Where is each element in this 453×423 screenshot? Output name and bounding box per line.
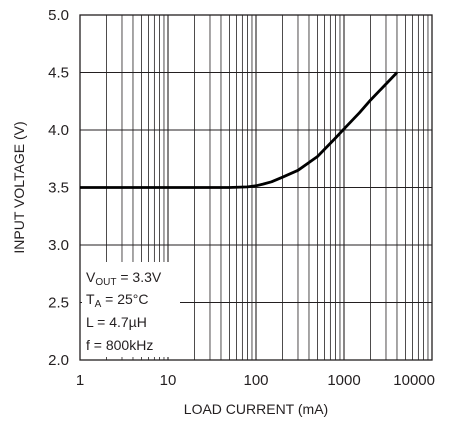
y-tick-label: 2.0 — [48, 352, 69, 369]
y-tick-label: 2.5 — [48, 295, 69, 312]
x-tick-label: 1 — [76, 372, 84, 389]
x-axis-title: LOAD CURRENT (mA) — [184, 401, 328, 417]
y-axis-title: INPUT VOLTAGE (V) — [11, 121, 27, 253]
annotation-frequency: f = 800kHz — [86, 337, 153, 353]
y-tick-label: 5.0 — [48, 7, 69, 24]
series — [80, 71, 399, 189]
x-tick-label: 1000 — [327, 372, 360, 389]
annotation-inductor: L = 4.7µH — [86, 314, 147, 330]
y-tick-label: 3.0 — [48, 237, 69, 254]
annotation-ta: TA = 25°C — [86, 291, 148, 310]
y-tick-label: 3.5 — [48, 180, 69, 197]
x-tick-label: 10000 — [393, 372, 435, 389]
x-tick-label: 100 — [243, 372, 268, 389]
annotation-box — [82, 262, 180, 357]
conditions-annotation: VOUT = 3.3V TA = 25°C L = 4.7µH f = 800k… — [82, 262, 180, 357]
series-line — [80, 71, 399, 189]
y-tick-label: 4.5 — [48, 65, 69, 82]
x-tick-label: 10 — [160, 372, 177, 389]
tick-labels: 1 10 100 1000 10000 2.0 2.5 3.0 3.5 4.0 4.5 5.0 — [48, 7, 435, 389]
annotation-vout: VOUT = 3.3V — [86, 269, 162, 288]
y-tick-label: 4.0 — [48, 122, 69, 139]
